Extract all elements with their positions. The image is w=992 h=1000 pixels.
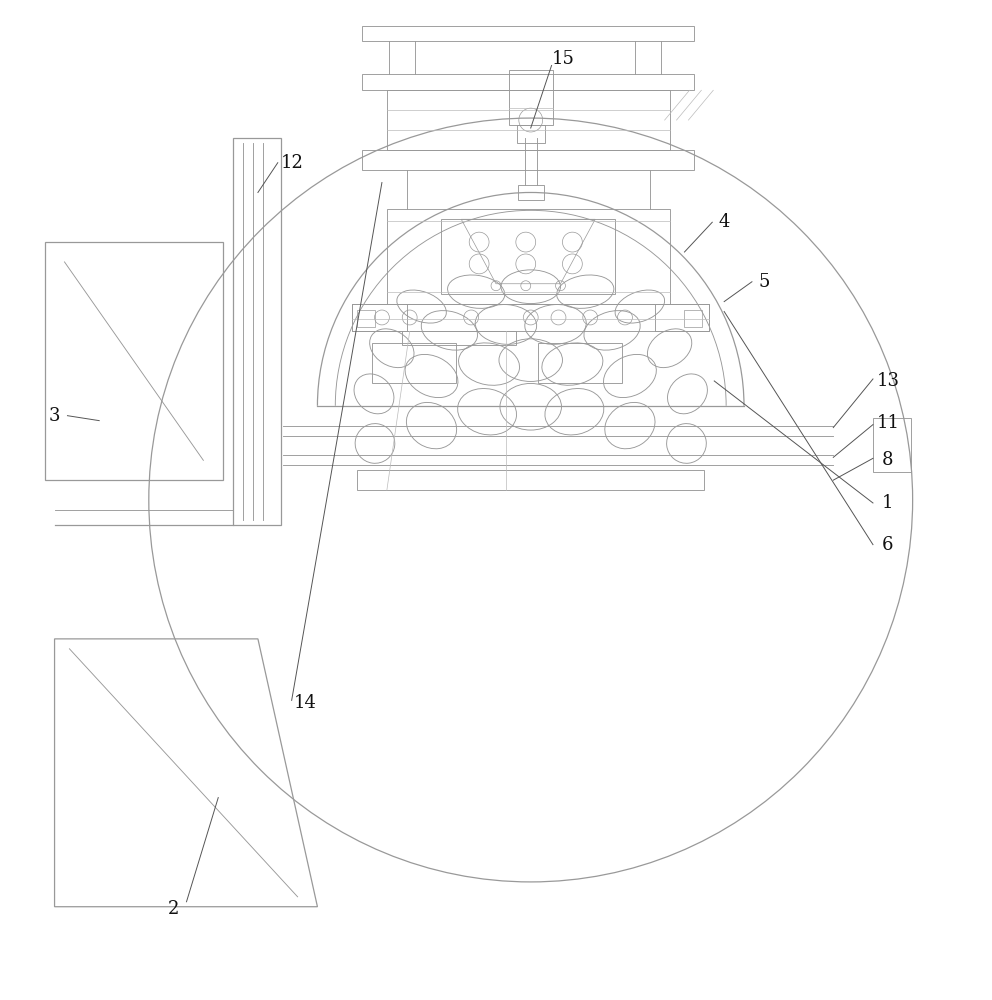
Text: 6: 6 xyxy=(882,536,894,554)
Bar xyxy=(402,331,516,345)
Bar xyxy=(655,304,709,331)
Bar xyxy=(362,74,694,90)
Bar xyxy=(357,310,375,327)
Text: 14: 14 xyxy=(294,694,317,712)
Text: 3: 3 xyxy=(49,407,61,425)
Bar xyxy=(538,343,622,383)
Text: 12: 12 xyxy=(281,154,305,172)
Bar xyxy=(387,209,670,304)
Bar xyxy=(518,185,544,200)
Bar xyxy=(684,310,702,327)
Bar xyxy=(362,26,694,41)
Bar xyxy=(362,150,694,170)
Bar xyxy=(509,70,553,125)
Text: 4: 4 xyxy=(718,213,730,231)
Bar xyxy=(233,138,281,525)
Bar xyxy=(372,343,456,383)
Text: 11: 11 xyxy=(876,414,900,432)
Text: 13: 13 xyxy=(876,372,900,390)
Text: 8: 8 xyxy=(882,451,894,469)
Bar xyxy=(352,304,709,331)
Bar xyxy=(873,418,911,472)
Bar xyxy=(441,219,615,294)
Text: 2: 2 xyxy=(168,900,180,918)
Bar xyxy=(45,242,223,480)
Bar xyxy=(357,470,704,490)
Bar xyxy=(352,304,407,331)
Text: 5: 5 xyxy=(758,273,770,291)
Text: 1: 1 xyxy=(882,494,894,512)
Bar xyxy=(517,125,545,143)
Text: 15: 15 xyxy=(552,50,575,68)
Bar xyxy=(387,90,670,150)
